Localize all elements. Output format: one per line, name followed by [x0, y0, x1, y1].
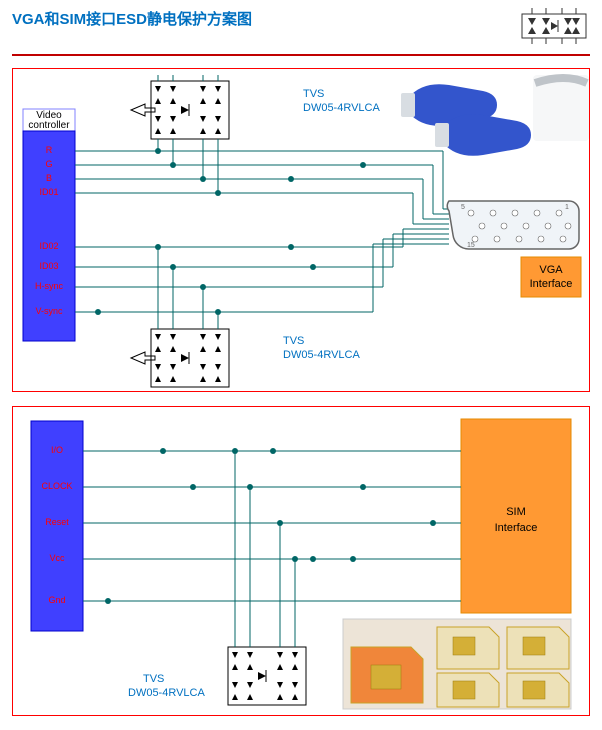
vga-cable-icon — [401, 75, 589, 156]
pin-hsync: H-sync — [35, 281, 64, 291]
divider — [12, 54, 590, 56]
vga-iface-l2: Interface — [530, 278, 573, 290]
header-ic-icon — [518, 8, 590, 46]
sim-pin-reset: Reset — [45, 517, 69, 527]
pin-id01: ID01 — [39, 187, 58, 197]
vga-interface-box — [521, 257, 581, 297]
controller-label-2: controller — [28, 120, 70, 131]
pin-num-1: 1 — [565, 204, 569, 211]
sim-pin-gnd: Gnd — [48, 595, 65, 605]
tvs-sim-part: DW05-4RVLCA — [128, 687, 205, 699]
vga-panel: Video controller R G B ID01 ID02 ID03 H-… — [12, 68, 590, 392]
sim-iface-l2: Interface — [495, 522, 538, 534]
sim-pin-io: I/O — [51, 445, 63, 455]
dsub-connector-icon: 5 1 15 — [447, 201, 579, 249]
vga-iface-l1: VGA — [539, 264, 563, 276]
tvs-top-part: DW05-4RVLCA — [303, 102, 380, 114]
pin-r: R — [46, 145, 53, 155]
tvs-top-icon — [131, 75, 229, 145]
tvs-bottom-icon — [131, 323, 229, 387]
tvs-bot-label: TVS — [283, 335, 304, 347]
tvs-top-label: TVS — [303, 88, 324, 100]
tvs-sim-label: TVS — [143, 673, 164, 685]
pin-id03: ID03 — [39, 261, 58, 271]
sim-pin-vcc: Vcc — [49, 553, 65, 563]
sim-cards-icon — [343, 619, 571, 709]
pin-g: G — [45, 159, 52, 169]
sim-diagram: I/O CLOCK Reset Vcc Gnd SIM Interface — [13, 407, 589, 715]
pin-num-5: 5 — [461, 204, 465, 211]
sim-panel: I/O CLOCK Reset Vcc Gnd SIM Interface — [12, 406, 590, 716]
pin-id02: ID02 — [39, 241, 58, 251]
sim-pin-clock: CLOCK — [41, 481, 72, 491]
tvs-bot-part: DW05-4RVLCA — [283, 349, 360, 361]
sim-iface-l1: SIM — [506, 506, 526, 518]
tvs-sim-icon — [228, 641, 306, 705]
vga-diagram: Video controller R G B ID01 ID02 ID03 H-… — [13, 69, 589, 391]
pin-vsync: V-sync — [35, 306, 63, 316]
pin-b: B — [46, 173, 52, 183]
pin-num-15: 15 — [467, 242, 475, 249]
page-title: VGA和SIM接口ESD静电保护方案图 — [12, 8, 252, 29]
header: VGA和SIM接口ESD静电保护方案图 — [0, 0, 602, 46]
